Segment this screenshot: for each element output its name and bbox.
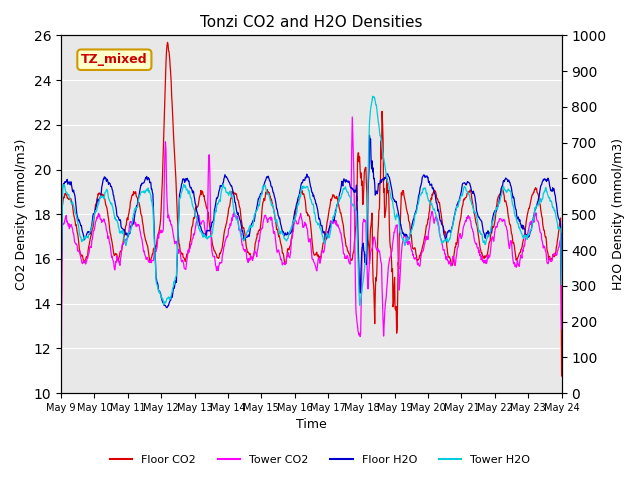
Floor H2O [150,220,158,226]
Line: Floor CO2: Floor CO2 [61,42,561,376]
Tower CO2 [57,419,65,425]
Tower CO2 [353,314,360,320]
Floor CO2 [533,190,541,195]
Tower H2O [534,203,541,209]
Y-axis label: H2O Density (mmol/m3): H2O Density (mmol/m3) [612,138,625,290]
Tower CO2 [150,254,158,260]
Tower H2O [369,93,376,99]
Floor H2O [266,177,273,183]
Tower CO2 [541,245,548,251]
Tower H2O [356,302,364,308]
Tower H2O [150,229,158,235]
Tower H2O [81,234,89,240]
Tower H2O [265,191,273,197]
Text: TZ_mixed: TZ_mixed [81,53,148,66]
Tower H2O [57,288,65,294]
Tower H2O [557,282,565,288]
Floor CO2 [266,190,273,196]
Floor H2O [81,235,89,241]
Floor CO2 [164,39,172,45]
Tower CO2 [348,114,356,120]
Line: Floor H2O: Floor H2O [61,135,561,308]
Line: Tower CO2: Tower CO2 [61,117,561,422]
X-axis label: Time: Time [296,419,326,432]
Title: Tonzi CO2 and H2O Densities: Tonzi CO2 and H2O Densities [200,15,422,30]
Tower CO2 [533,217,541,223]
Tower H2O [352,208,360,214]
Floor H2O [557,281,565,287]
Floor CO2 [81,257,89,263]
Tower CO2 [557,326,565,332]
Floor CO2 [557,373,565,379]
Floor CO2 [353,193,360,199]
Floor H2O [534,199,541,205]
Floor H2O [163,305,171,311]
Tower H2O [541,186,549,192]
Floor CO2 [541,232,548,238]
Legend: Floor CO2, Tower CO2, Floor H2O, Tower H2O: Floor CO2, Tower CO2, Floor H2O, Tower H… [105,451,535,469]
Floor CO2 [150,245,158,251]
Floor H2O [365,132,373,138]
Tower CO2 [265,216,273,222]
Line: Tower H2O: Tower H2O [61,96,561,305]
Floor H2O [541,177,549,183]
Tower CO2 [81,258,89,264]
Floor H2O [57,288,65,294]
Floor CO2 [57,370,65,376]
Y-axis label: CO2 Density (mmol/m3): CO2 Density (mmol/m3) [15,139,28,290]
Floor H2O [353,182,360,188]
